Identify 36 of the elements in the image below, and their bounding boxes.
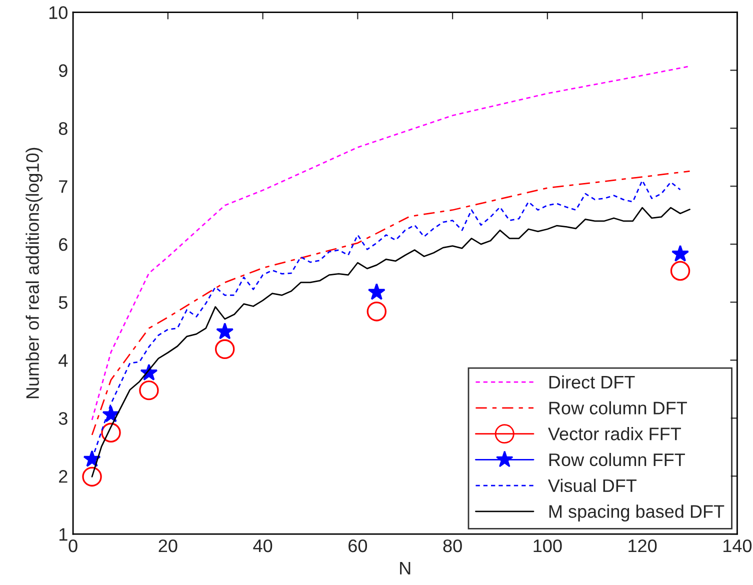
- x-tick-label: 80: [443, 539, 462, 552]
- y-tick-label: 10: [49, 6, 68, 20]
- y-tick-label: 7: [59, 180, 68, 193]
- y-tick-label: 5: [58, 296, 68, 309]
- y-tick-label: 1: [60, 528, 68, 541]
- x-tick-label: 20: [158, 539, 178, 552]
- point: [101, 422, 121, 443]
- y-tick-label: 6: [59, 238, 68, 251]
- point: [82, 466, 102, 487]
- line-series: [91, 66, 690, 421]
- y-tick-label: 8: [58, 122, 68, 135]
- legend-label: Vector radix FFT: [548, 427, 681, 440]
- y-tick-label: 9: [58, 64, 68, 77]
- x-tick-label: 120: [628, 539, 657, 552]
- point: [670, 261, 690, 281]
- legend-label: Visual DFT: [548, 478, 637, 492]
- legend-label: Row column FFT: [549, 452, 685, 466]
- point: [366, 302, 387, 322]
- y-tick-label: 3: [58, 412, 68, 425]
- x-tick-label: 40: [253, 539, 272, 552]
- point: [214, 339, 235, 360]
- point: [672, 244, 690, 262]
- x-tick-label: 140: [724, 539, 752, 552]
- x-tick-label: 100: [534, 539, 562, 552]
- x-tick-label: 0: [68, 539, 78, 552]
- y-tick-label: 4: [58, 354, 68, 367]
- y-axis-title: Number of real additions(log10): [26, 148, 43, 398]
- x-tick-label: 60: [348, 539, 368, 552]
- point: [368, 283, 386, 300]
- legend-label: Row column DFT: [549, 401, 687, 414]
- legend-label: Direct DFT: [549, 375, 635, 389]
- point: [139, 380, 159, 400]
- y-tick-label: 2: [59, 470, 68, 483]
- x-axis-title: N: [400, 562, 410, 574]
- legend-label: M spacing based DFT: [549, 504, 724, 522]
- point: [216, 322, 234, 340]
